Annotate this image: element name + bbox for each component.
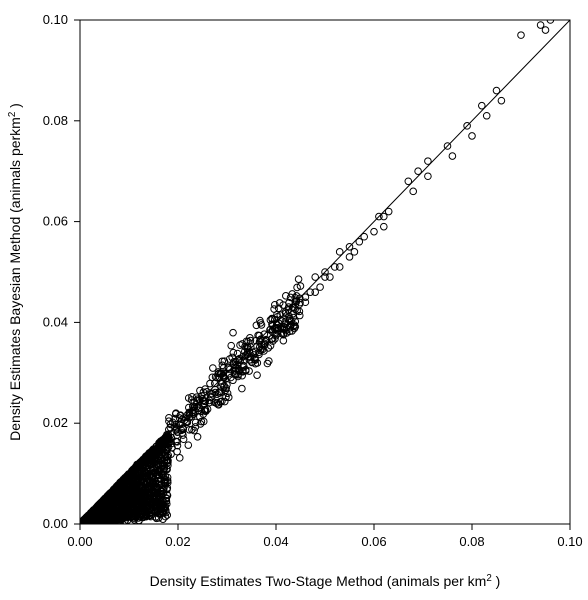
scatter-chart: 0.00 0.02 0.04 0.06 0.08 0.10 0.00 0.02 0.04 0.06… bbox=[0, 0, 588, 600]
chart-container: 0.00 0.02 0.04 0.06 0.08 0.10 0.00 0.02 0.04 0.06… bbox=[0, 0, 588, 600]
y-tick-label: 0.02 bbox=[43, 415, 68, 430]
y-tick-label: 0.00 bbox=[43, 516, 68, 531]
x-axis-label: Density Estimates Two-Stage Method (anim… bbox=[150, 573, 501, 590]
x-tick-label: 0.10 bbox=[557, 534, 582, 549]
x-tick-label: 0.06 bbox=[361, 534, 386, 549]
x-tick-label: 0.02 bbox=[165, 534, 190, 549]
x-tick-label: 0.00 bbox=[67, 534, 92, 549]
x-tick-label: 0.08 bbox=[459, 534, 484, 549]
y-tick-label: 0.08 bbox=[43, 113, 68, 128]
y-tick-label: 0.06 bbox=[43, 214, 68, 229]
y-axis-label: Density Estimates Bayesian Method (anima… bbox=[7, 103, 24, 441]
x-tick-label: 0.04 bbox=[263, 534, 288, 549]
y-tick-label: 0.10 bbox=[43, 12, 68, 27]
y-tick-label: 0.04 bbox=[43, 314, 68, 329]
